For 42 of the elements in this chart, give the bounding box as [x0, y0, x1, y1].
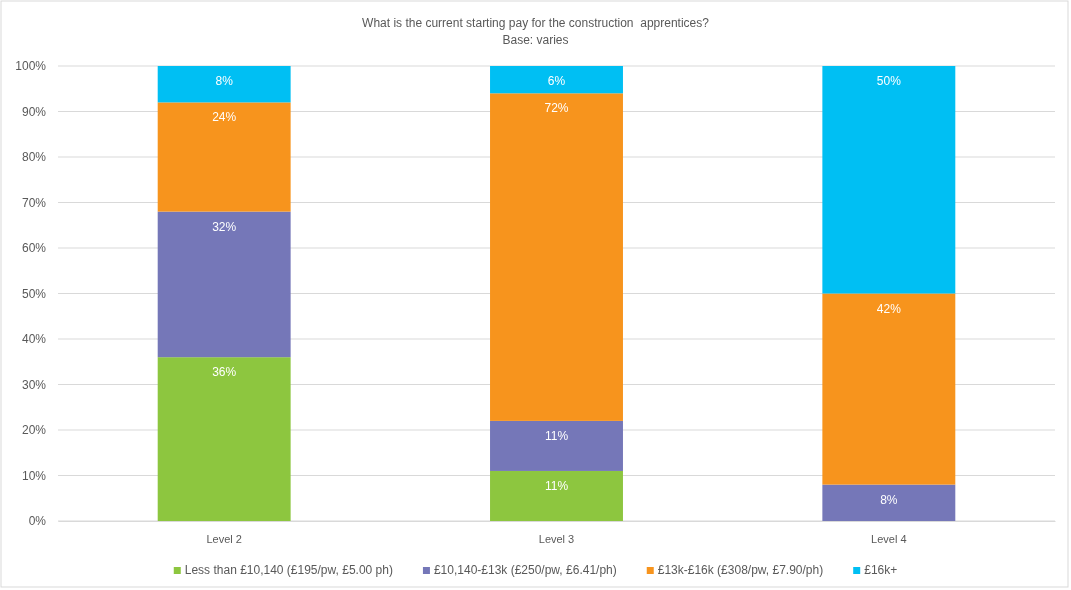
data-label: 42% [876, 301, 902, 316]
data-label: 6% [547, 74, 566, 88]
data-label: 36% [212, 365, 237, 380]
bar [822, 66, 956, 294]
bar [822, 293, 956, 485]
y-tick-label: 100% [15, 59, 47, 74]
y-tick-label: 0% [28, 514, 47, 529]
data-label: 72% [544, 101, 569, 116]
x-tick-label: Level 2 [206, 532, 242, 545]
y-tick-label: 60% [21, 241, 47, 256]
x-tick-label: Level 3 [538, 532, 575, 545]
bar [490, 420, 623, 471]
legend-label: Less than £10,140 (£195/pw, £5.00 ph) [184, 563, 393, 577]
y-tick-label: 40% [21, 332, 47, 347]
bar [157, 211, 291, 358]
y-tick-label: 20% [21, 423, 47, 438]
y-tick-label: 80% [21, 150, 47, 165]
legend-label: £13k-£16k (£308/pw, £7.90/ph) [657, 563, 824, 577]
legend-label: £16k+ [864, 563, 898, 577]
y-tick-label: 10% [21, 468, 47, 483]
data-label: 11% [544, 478, 569, 493]
bar [490, 470, 623, 521]
y-tick-label: 70% [21, 195, 47, 210]
data-label: 11% [544, 428, 569, 443]
chart-title: What is the current starting pay for the construction apprentices? [362, 16, 710, 30]
chart-subtitle: Base: varies [502, 33, 569, 47]
bar [490, 66, 623, 94]
bar [822, 484, 956, 521]
bar [157, 102, 291, 212]
bar [157, 357, 291, 521]
data-label: 50% [876, 74, 902, 88]
data-label: 8% [215, 74, 234, 88]
data-label: 8% [880, 492, 898, 507]
legend-label: £10,140-£13k (£250/pw, £6.41/ph) [433, 563, 617, 577]
data-label: 32% [212, 219, 237, 234]
bar [157, 66, 291, 103]
y-tick-label: 30% [21, 377, 47, 392]
data-label: 24% [212, 110, 237, 125]
y-tick-label: 90% [21, 104, 47, 119]
x-tick-label: Level 4 [871, 532, 907, 545]
bar [490, 93, 623, 421]
y-tick-label: 50% [21, 286, 47, 301]
